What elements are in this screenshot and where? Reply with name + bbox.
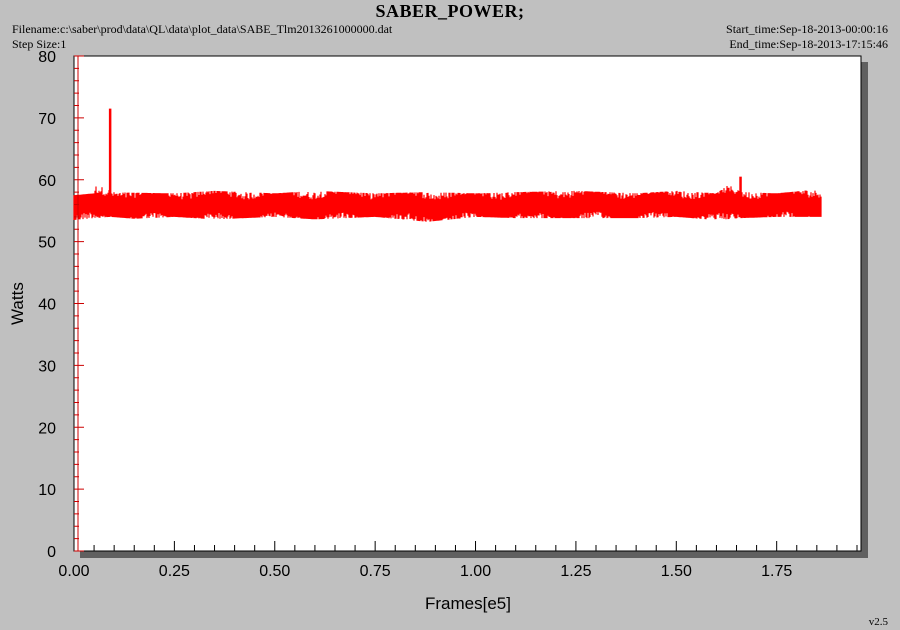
- power-series-band: [73, 186, 822, 222]
- x-tick-label: 1.25: [560, 563, 591, 580]
- y-tick-label: 70: [38, 111, 56, 128]
- x-axis-label: Frames[e5]: [425, 594, 511, 613]
- plot-area: [73, 55, 862, 552]
- step-size-label: Step Size:1: [12, 37, 67, 51]
- y-tick-label: 60: [38, 173, 56, 190]
- x-tick-label: 1.75: [761, 563, 792, 580]
- y-tick-label: 0: [47, 544, 56, 561]
- y-tick-label: 20: [38, 420, 56, 437]
- x-tick-label: 0.75: [360, 563, 391, 580]
- y-axis-label: Watts: [8, 282, 27, 325]
- series-layer: [73, 108, 822, 222]
- end-time-label: End_time:Sep-18-2013-17:15:46: [729, 37, 888, 51]
- x-tick-label: 0.00: [58, 563, 89, 580]
- y-tick-label: 80: [38, 49, 56, 66]
- start-time-label: Start_time:Sep-18-2013-00:00:16: [726, 22, 888, 36]
- x-tick-label: 1.50: [661, 563, 692, 580]
- y-tick-label: 10: [38, 482, 56, 499]
- x-axis: 0.00 0.25 0.50 0.75 1.00 1.25 1.50 1.75: [58, 541, 858, 580]
- x-tick-label: 0.50: [259, 563, 290, 580]
- x-tick-label: 0.25: [159, 563, 190, 580]
- chart-title: SABER_POWER;: [375, 1, 525, 21]
- y-tick-label: 30: [38, 358, 56, 375]
- y-tick-label: 40: [38, 297, 56, 314]
- filename-label: Filename:c:\saber\prod\data\QL\data\plot…: [12, 22, 393, 36]
- y-tick-label: 50: [38, 235, 56, 252]
- version-label: v2.5: [868, 616, 888, 628]
- x-tick-label: 1.00: [460, 563, 491, 580]
- y-axis: 0 10 20 30 40 50 60 70 80: [38, 49, 84, 561]
